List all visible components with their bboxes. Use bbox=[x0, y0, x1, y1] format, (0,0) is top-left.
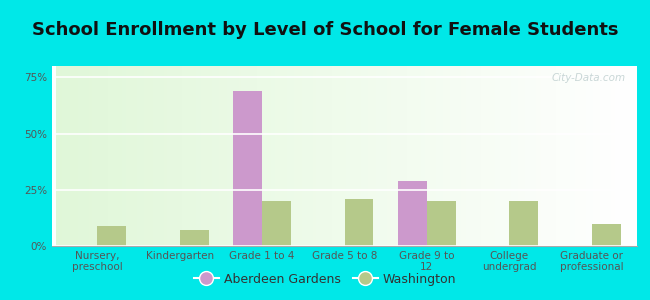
Bar bbox=[262, 201, 291, 246]
Bar bbox=[233, 91, 262, 246]
Bar bbox=[592, 224, 621, 246]
Bar bbox=[510, 201, 538, 246]
Text: School Enrollment by Level of School for Female Students: School Enrollment by Level of School for… bbox=[32, 21, 618, 39]
Bar bbox=[398, 181, 427, 246]
Bar bbox=[427, 201, 456, 246]
Bar bbox=[98, 226, 126, 246]
Bar bbox=[179, 230, 209, 246]
Text: City-Data.com: City-Data.com bbox=[551, 73, 625, 83]
Bar bbox=[344, 199, 373, 246]
Legend: Aberdeen Gardens, Washington: Aberdeen Gardens, Washington bbox=[188, 268, 462, 291]
